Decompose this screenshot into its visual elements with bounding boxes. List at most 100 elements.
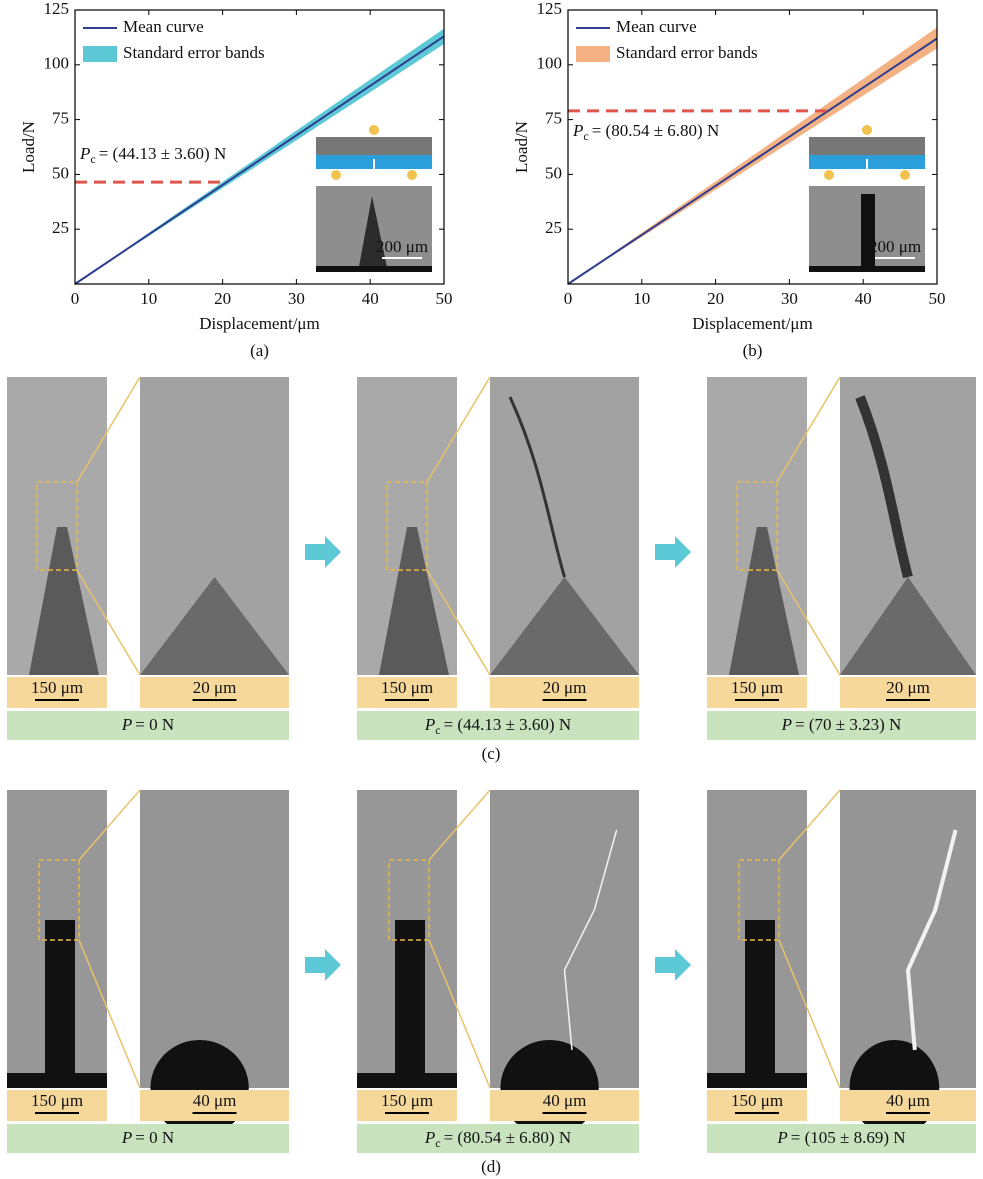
legend-swatch: [83, 46, 117, 62]
y-tick-label: 100: [44, 54, 70, 73]
support-pin: [824, 170, 834, 180]
slot: [45, 920, 75, 1088]
legend-label: Standard error bands: [123, 43, 265, 62]
slot: [395, 920, 425, 1088]
symbol: P: [121, 715, 132, 734]
legend-label: Mean curve: [616, 17, 697, 36]
label-text: = 0 N: [135, 1128, 174, 1147]
x-tick-label: 30: [781, 289, 798, 308]
load-label: P= (70 ± 3.23) N: [781, 715, 902, 734]
y-tick-label: 125: [44, 0, 70, 18]
y-tick-label: 25: [52, 218, 69, 237]
caption: (b): [743, 341, 763, 360]
load-label: Pc = (44.13 ± 3.60) N: [424, 715, 571, 737]
symbol: P: [572, 121, 583, 140]
slot-base: [357, 1073, 457, 1088]
figure: 0 10 20 30 40 50 25 50 75 100 125 Mean curve Standar…: [0, 0, 983, 1179]
x-tick-label: 50: [436, 289, 453, 308]
symbol: P: [781, 715, 792, 734]
stage-arrow: [305, 949, 341, 981]
support-pin: [900, 170, 910, 180]
symbol: P: [121, 1128, 132, 1147]
sem-base: [809, 266, 925, 272]
label-text: = (105 ± 8.69) N: [791, 1128, 906, 1147]
scale-label: 150 μm: [381, 678, 433, 697]
slot-base: [707, 1073, 807, 1088]
annotation: Pc = (44.13 ± 3.60) N: [79, 144, 226, 166]
x-axis-label: Displacement/μm: [199, 314, 320, 333]
sem-base: [316, 266, 432, 272]
y-tick-label: 50: [545, 163, 562, 182]
label-text: = (80.54 ± 6.80) N: [592, 121, 720, 140]
label-text: = (44.13 ± 3.60) N: [99, 144, 227, 163]
load-label: P= (105 ± 8.69) N: [776, 1128, 905, 1147]
y-axis-label: Load/N: [19, 121, 38, 173]
subscript: c: [90, 152, 95, 166]
load-label: Pc = (80.54 ± 6.80) N: [424, 1128, 571, 1150]
sem-slot: [861, 194, 875, 272]
scale-label: 20 μm: [886, 678, 930, 697]
stage-arrow: [655, 536, 691, 568]
inset-scale-label: 200 μm: [376, 237, 428, 256]
x-tick-label: 0: [564, 289, 573, 308]
x-tick-label: 20: [214, 289, 231, 308]
y-tick-label: 75: [52, 109, 69, 128]
scale-label: 150 μm: [31, 678, 83, 697]
x-tick-label: 10: [140, 289, 157, 308]
annotation: Pc = (80.54 ± 6.80) N: [572, 121, 719, 143]
scale-label: 150 μm: [381, 1091, 433, 1110]
subscript: c: [435, 723, 440, 737]
subscript: c: [435, 1136, 440, 1150]
x-tick-label: 50: [929, 289, 946, 308]
scale-label: 20 μm: [193, 678, 237, 697]
x-tick-label: 40: [855, 289, 872, 308]
slot-zoom: [150, 1040, 248, 1136]
inset-scale-label: 200 μm: [869, 237, 921, 256]
scale-label: 40 μm: [543, 1091, 587, 1110]
caption: (a): [250, 341, 269, 360]
legend-swatch: [576, 46, 610, 62]
caption: (d): [481, 1157, 501, 1176]
scale-label: 150 μm: [731, 1091, 783, 1110]
legend-label: Mean curve: [123, 17, 204, 36]
label-text: = 0 N: [135, 715, 174, 734]
x-tick-label: 0: [71, 289, 80, 308]
scale-label: 40 μm: [193, 1091, 237, 1110]
page: {"chart_data": [ {"type": "line", "x_lab…: [0, 0, 983, 1179]
label-text: = (44.13 ± 3.60) N: [444, 715, 572, 734]
symbol: P: [79, 144, 90, 163]
symbol: P: [776, 1128, 787, 1147]
scale-label: 20 μm: [543, 678, 587, 697]
subscript: c: [583, 129, 588, 143]
load-pin: [862, 125, 872, 135]
y-tick-label: 100: [537, 54, 563, 73]
symbol: P: [424, 1128, 435, 1147]
scale-label: 150 μm: [731, 678, 783, 697]
y-axis-label: Load/N: [512, 121, 531, 173]
x-axis-label: Displacement/μm: [692, 314, 813, 333]
support-pin: [407, 170, 417, 180]
y-tick-label: 75: [545, 109, 562, 128]
beam: [316, 137, 432, 155]
stage-arrow: [305, 536, 341, 568]
slot-zoom: [850, 1040, 940, 1136]
x-tick-label: 20: [707, 289, 724, 308]
y-tick-label: 25: [545, 218, 562, 237]
y-tick-label: 125: [537, 0, 563, 18]
caption: (c): [482, 744, 501, 763]
x-tick-label: 30: [288, 289, 305, 308]
legend-label: Standard error bands: [616, 43, 758, 62]
slot-zoom: [500, 1040, 598, 1136]
scale-label: 40 μm: [886, 1091, 930, 1110]
symbol: P: [424, 715, 435, 734]
scale-label: 150 μm: [31, 1091, 83, 1110]
slot: [745, 920, 775, 1088]
label-text: = (70 ± 3.23) N: [795, 715, 901, 734]
load-pin: [369, 125, 379, 135]
y-tick-label: 50: [52, 163, 69, 182]
load-label: P= 0 N: [121, 715, 174, 734]
load-label: P= 0 N: [121, 1128, 174, 1147]
support-pin: [331, 170, 341, 180]
label-text: = (80.54 ± 6.80) N: [444, 1128, 572, 1147]
slot-base: [7, 1073, 107, 1088]
